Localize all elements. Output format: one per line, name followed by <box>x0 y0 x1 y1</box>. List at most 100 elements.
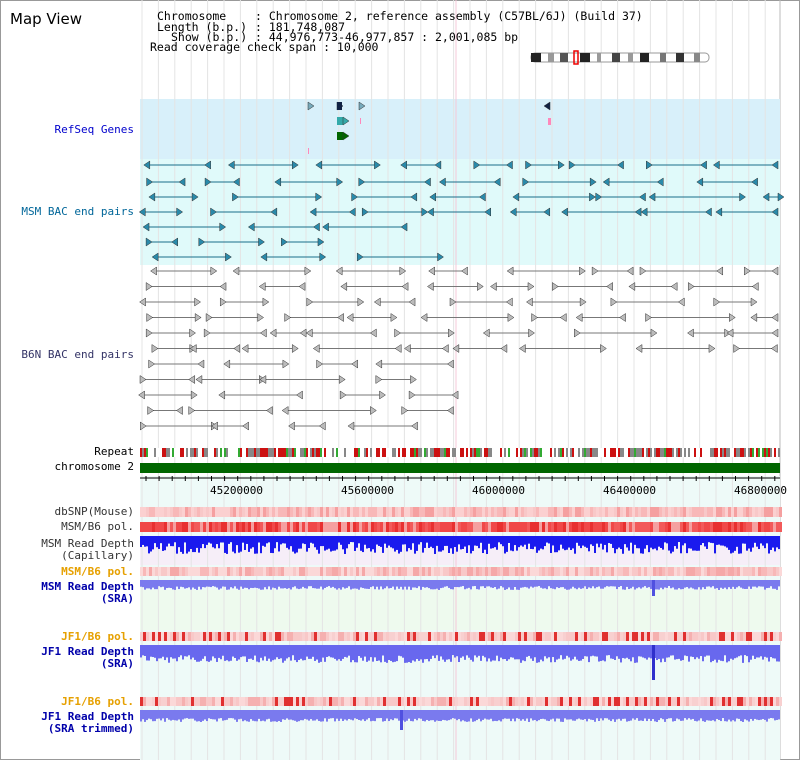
track-label-jf1-depth-trimmed[interactable]: JF1 Read Depth <box>41 710 134 723</box>
polymorphism-cell <box>212 567 215 576</box>
repeat-segment <box>658 448 660 457</box>
read-depth-bar <box>472 580 474 587</box>
polymorphism-cell <box>539 632 542 641</box>
read-depth-bar <box>600 536 602 544</box>
read-depth-bar <box>262 580 264 590</box>
polymorphism-cell <box>338 522 341 532</box>
repeat-segment <box>538 448 540 457</box>
repeat-segment <box>456 448 458 457</box>
polymorphism-cell <box>197 632 200 641</box>
polymorphism-cell <box>614 507 617 517</box>
track-label-jf1-b6-pol-2[interactable]: JF1/B6 pol. <box>61 695 134 708</box>
read-depth-bar <box>406 580 408 590</box>
track-label-msm-depth-sra[interactable]: MSM Read Depth <box>41 580 134 593</box>
polymorphism-cell <box>617 567 620 576</box>
polymorphism-cell <box>143 567 146 576</box>
polymorphism-cell <box>179 697 182 706</box>
polymorphism-cell <box>383 632 386 641</box>
read-depth-bar <box>724 645 726 656</box>
polymorphism-cell <box>524 507 527 517</box>
polymorphism-cell <box>572 507 575 517</box>
polymorphism-cell <box>200 522 203 532</box>
polymorphism-cell <box>428 567 431 576</box>
read-depth-bar <box>714 536 716 554</box>
read-depth-bar <box>402 645 404 658</box>
read-depth-bar <box>778 536 780 550</box>
read-depth-bar <box>192 536 194 553</box>
read-depth-bar <box>178 580 180 590</box>
read-depth-bar <box>752 645 754 656</box>
ideogram-band <box>676 53 684 62</box>
track-label-msm-b6-pol[interactable]: MSM/B6 pol. <box>61 520 134 533</box>
bac-end-arrow <box>315 160 323 170</box>
bac-end-arrow <box>211 421 218 431</box>
polymorphism-cell <box>509 697 512 706</box>
read-depth-bar <box>504 536 506 554</box>
read-depth-bar <box>514 645 516 660</box>
track-label-msm-depth-capillary[interactable]: MSM Read Depth <box>41 537 134 550</box>
read-depth-bar <box>538 536 540 551</box>
polymorphism-cell <box>149 632 152 641</box>
polymorphism-cell <box>146 567 149 576</box>
polymorphism-cell <box>680 522 683 532</box>
read-depth-bar <box>200 580 202 590</box>
read-depth-bar <box>684 580 686 588</box>
polymorphism-cell <box>758 697 761 706</box>
track-label-msm-bac[interactable]: MSM BAC end pairs <box>21 205 134 218</box>
polymorphism-cell <box>668 632 671 641</box>
read-depth-bar <box>608 645 610 656</box>
track-label-b6n-bac[interactable]: B6N BAC end pairs <box>21 348 134 361</box>
bac-end-arrow <box>351 192 359 202</box>
polymorphism-cell <box>662 507 665 517</box>
polymorphism-cell <box>464 522 467 532</box>
repeat-segment <box>662 448 664 457</box>
track-label-jf1-b6-pol[interactable]: JF1/B6 pol. <box>61 630 134 643</box>
read-depth-bar <box>450 710 452 720</box>
bac-end-arrow <box>151 252 159 262</box>
repeat-segment <box>446 448 448 457</box>
polymorphism-cell <box>350 522 353 532</box>
read-depth-bar <box>256 710 258 722</box>
polymorphism-cell <box>419 567 422 576</box>
read-depth-bar <box>682 536 684 546</box>
read-depth-bar <box>184 710 186 719</box>
read-depth-bar <box>278 580 280 587</box>
polymorphism-cell <box>479 632 482 641</box>
polymorphism-cell <box>518 507 521 517</box>
chromosome-ideogram[interactable] <box>530 50 710 65</box>
read-depth-bar <box>642 536 644 554</box>
read-depth-bar <box>722 710 724 719</box>
read-depth-bar <box>530 580 532 587</box>
polymorphism-cell <box>251 507 254 517</box>
read-depth-bar <box>478 580 480 590</box>
polymorphism-cell <box>671 632 674 641</box>
read-depth-bar <box>264 710 266 722</box>
read-depth-bar <box>176 645 178 662</box>
polymorphism-cell <box>413 507 416 517</box>
track-label-dbsnp[interactable]: dbSNP(Mouse) <box>54 505 134 518</box>
polymorphism-cell <box>296 567 299 576</box>
read-depth-bar <box>344 580 346 589</box>
repeat-segment <box>376 448 378 457</box>
read-depth-bar <box>520 580 522 588</box>
bac-end-arrow <box>219 282 227 291</box>
read-depth-bar <box>610 580 612 587</box>
read-depth-bar <box>452 536 454 554</box>
polymorphism-cell <box>368 522 371 532</box>
repeat-segment <box>440 448 442 457</box>
read-depth-bar <box>764 580 766 590</box>
read-depth-bar <box>218 580 220 590</box>
repeat-segment <box>518 448 520 457</box>
polymorphism-cell <box>473 697 476 706</box>
read-depth-bar <box>458 536 460 545</box>
read-depth-bar <box>252 645 254 660</box>
read-depth-bar <box>140 710 142 722</box>
track-label-msm-b6-pol-sra[interactable]: MSM/B6 pol. <box>61 565 134 578</box>
read-depth-bar <box>766 645 768 658</box>
polymorphism-cell <box>623 567 626 576</box>
read-depth-bar <box>174 645 176 659</box>
track-label-refseq-genes[interactable]: RefSeq Genes <box>54 123 134 136</box>
polymorphism-cell <box>218 522 221 532</box>
track-label-jf1-depth-sra[interactable]: JF1 Read Depth <box>41 645 134 658</box>
polymorphism-cell <box>569 507 572 517</box>
